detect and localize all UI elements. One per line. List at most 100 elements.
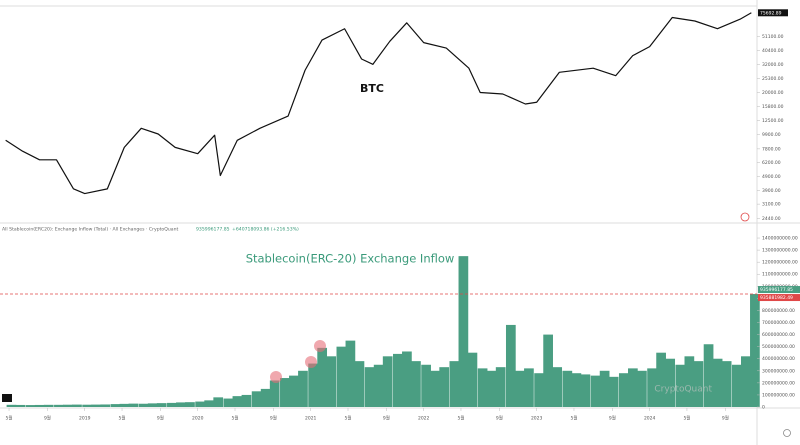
- bar: [703, 344, 714, 407]
- x-tick-label: 9월: [157, 415, 164, 422]
- bar: [91, 404, 102, 407]
- bar: [402, 351, 412, 407]
- bar: [382, 356, 393, 407]
- bar: [392, 353, 403, 407]
- y-tick-label: 15800.00: [762, 104, 784, 110]
- bar: [608, 376, 619, 407]
- watermark: CryptoQuant: [654, 385, 712, 395]
- bar: [590, 375, 601, 407]
- x-tick-label: 9월: [496, 415, 503, 422]
- bar: [647, 368, 657, 407]
- bar: [665, 358, 676, 407]
- bar: [675, 364, 686, 407]
- bar: [119, 403, 130, 407]
- x-tick-label: 5월: [119, 415, 126, 422]
- x-tick-label: 9월: [383, 415, 390, 422]
- bar: [25, 405, 36, 407]
- bar: [693, 361, 704, 407]
- x-tick-label: 2020: [192, 416, 204, 422]
- bar: [656, 352, 666, 407]
- bar: [505, 324, 516, 407]
- x-tick-label: 9월: [44, 415, 51, 422]
- price-line: [5, 12, 752, 195]
- value-box-label: 935996177.85: [760, 287, 793, 293]
- bar: [185, 402, 195, 407]
- bar: [213, 397, 224, 407]
- bar: [241, 394, 252, 407]
- tv-logo: [2, 394, 12, 402]
- last-price-label: 75692.89: [760, 10, 782, 16]
- bar: [411, 361, 421, 407]
- highlight-circle: [314, 340, 326, 352]
- bar: [6, 404, 17, 407]
- x-tick-label: 5월: [570, 415, 577, 422]
- x-tick-label: 5월: [6, 415, 13, 422]
- bar: [364, 367, 375, 407]
- legend-text: All Stablecoin(ERC20): Exchange Inflow (…: [2, 227, 178, 233]
- y-tick-label: 1200000000.00: [762, 260, 798, 266]
- y-tick-label: 300000000.00: [762, 368, 795, 374]
- bar: [430, 370, 441, 407]
- settings-icon[interactable]: [783, 429, 791, 437]
- x-tick-label: 9월: [270, 415, 277, 422]
- bar: [128, 403, 139, 407]
- bar: [495, 367, 506, 407]
- y-tick-label: 0: [762, 405, 765, 411]
- bar: [167, 402, 177, 407]
- bar: [232, 396, 243, 407]
- x-tick-label: 5월: [457, 415, 464, 422]
- bar: [251, 391, 262, 407]
- x-tick-label: 2019: [79, 416, 91, 422]
- y-tick-label: 100000000.00: [762, 392, 795, 398]
- y-tick-label: 20000.00: [762, 90, 784, 96]
- bar: [43, 404, 54, 407]
- bar: [82, 404, 93, 407]
- alert-icon[interactable]: [740, 212, 750, 222]
- bar: [439, 367, 450, 407]
- y-tick-label: 6200.00: [762, 160, 781, 166]
- bar: [63, 404, 73, 407]
- bar: [486, 370, 497, 407]
- y-tick-label: 2440.00: [762, 216, 781, 222]
- bar: [15, 404, 26, 407]
- bar: [289, 375, 299, 407]
- bar: [477, 368, 488, 407]
- y-tick-label: 40400.00: [762, 48, 784, 54]
- y-tick-label: 1400000000.00: [762, 236, 798, 242]
- bar: [100, 404, 111, 407]
- bar: [562, 370, 573, 407]
- x-tick-label: 2022: [418, 416, 430, 422]
- bar: [731, 364, 742, 407]
- y-tick-label: 51100.00: [762, 34, 784, 40]
- legend-value: 935996177.85: [196, 227, 230, 233]
- bar: [449, 361, 460, 407]
- bar: [712, 358, 723, 407]
- bar: [373, 364, 384, 407]
- bar: [269, 380, 280, 407]
- bar: [204, 400, 215, 407]
- y-tick-label: 600000000.00: [762, 332, 795, 338]
- bar: [156, 403, 167, 407]
- value-box-2: [758, 294, 800, 302]
- y-tick-label: 32000.00: [762, 62, 784, 68]
- y-tick-label: 500000000.00: [762, 344, 795, 350]
- bar: [599, 370, 610, 407]
- bar: [515, 370, 525, 407]
- x-tick-label: 5월: [683, 415, 690, 422]
- x-tick-label: 2024: [644, 416, 656, 422]
- bar: [326, 356, 337, 407]
- bar: [110, 404, 121, 407]
- bar: [308, 363, 318, 407]
- y-tick-label: 1300000000.00: [762, 248, 798, 254]
- highlight-circle: [305, 356, 317, 368]
- bar: [72, 404, 82, 407]
- y-tick-label: 800000000.00: [762, 308, 795, 314]
- y-tick-label: 7800.00: [762, 146, 781, 152]
- y-tick-label: 12500.00: [762, 118, 784, 124]
- bar: [34, 404, 45, 407]
- bar: [684, 356, 695, 407]
- y-tick-label: 9900.00: [762, 132, 781, 138]
- y-tick-label: 3900.00: [762, 188, 781, 194]
- bar: [628, 368, 638, 407]
